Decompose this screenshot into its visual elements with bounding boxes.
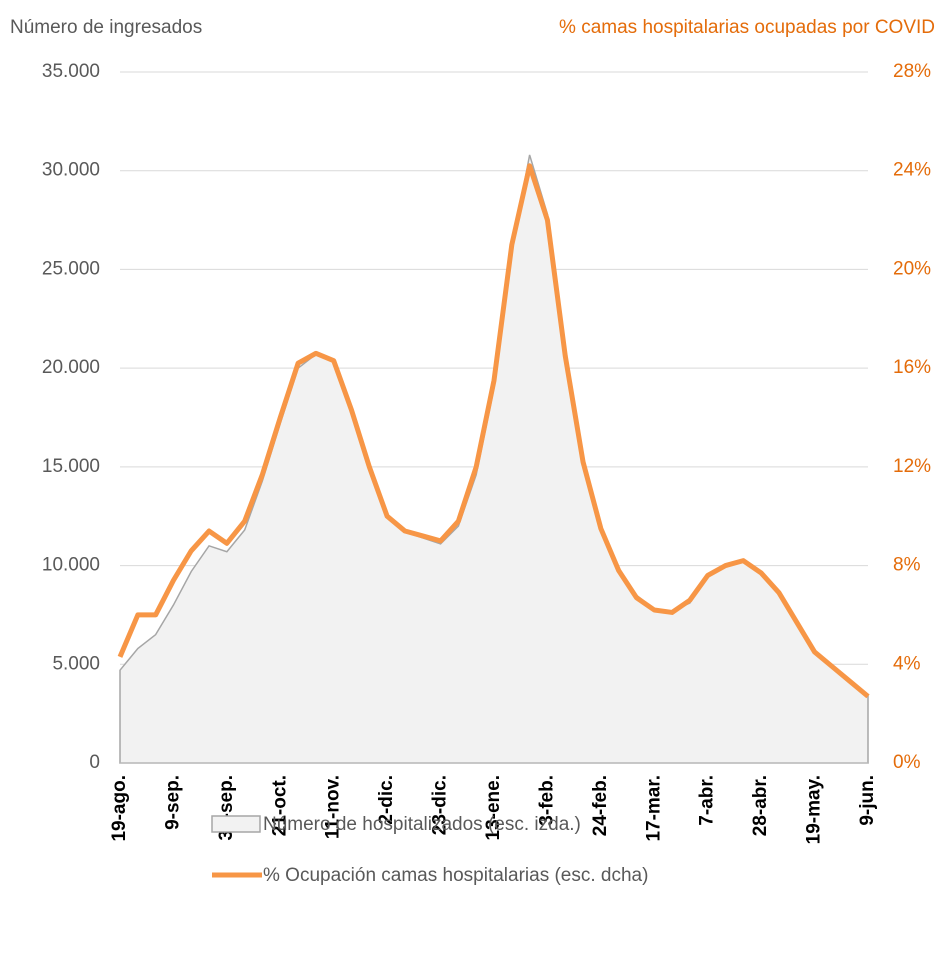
x-tick-label: 11-nov. — [323, 775, 344, 839]
x-tick-label: 19-ago. — [109, 775, 130, 842]
x-tick-label: 9-jun. — [857, 775, 878, 826]
y2-axis-title: % camas hospitalarias ocupadas por COVID — [559, 17, 935, 38]
legend-label: % Ocupación camas hospitalarias (esc. dc… — [263, 865, 648, 886]
x-tick-label: 23-dic. — [430, 775, 451, 835]
y2-tick-label: 20% — [893, 258, 931, 279]
x-tick-label: 21-oct. — [269, 775, 290, 836]
x-tick-label: 17-mar. — [643, 775, 664, 842]
y2-tick-label: 28% — [893, 61, 931, 82]
legend-label: Número de hospitalizados (esc. izda.) — [263, 814, 581, 835]
x-tick-label: 3-feb. — [536, 775, 557, 826]
y-tick-label: 5.000 — [52, 653, 100, 674]
x-tick-label: 7-abr. — [697, 775, 718, 826]
y2-tick-label: 24% — [893, 160, 931, 181]
y2-tick-label: 4% — [893, 653, 921, 674]
y2-tick-label: 8% — [893, 555, 921, 576]
x-tick-label: 19-may. — [804, 775, 825, 844]
x-tick-label: 2-dic. — [376, 775, 397, 825]
legend-swatch — [211, 815, 261, 833]
line — [117, 163, 870, 699]
x-tick-label: 9-sep. — [162, 775, 183, 830]
y-tick-label: 25.000 — [42, 258, 100, 279]
y-tick-label: 20.000 — [42, 357, 100, 378]
area — [119, 154, 869, 764]
y2-tick-label: 0% — [893, 752, 921, 773]
x-tick-label: 13-ene. — [483, 775, 504, 840]
y-tick-label: 0 — [89, 752, 100, 773]
y2-tick-label: 16% — [893, 357, 931, 378]
y-tick-label: 30.000 — [42, 160, 100, 181]
x-tick-label: 28-abr. — [750, 775, 771, 836]
y-tick-label: 15.000 — [42, 456, 100, 477]
y-axis-title: Número de ingresados — [10, 17, 202, 38]
x-tick-label: 24-feb. — [590, 775, 611, 836]
y2-tick-label: 12% — [893, 456, 931, 477]
y-tick-label: 10.000 — [42, 555, 100, 576]
y-tick-label: 35.000 — [42, 61, 100, 82]
